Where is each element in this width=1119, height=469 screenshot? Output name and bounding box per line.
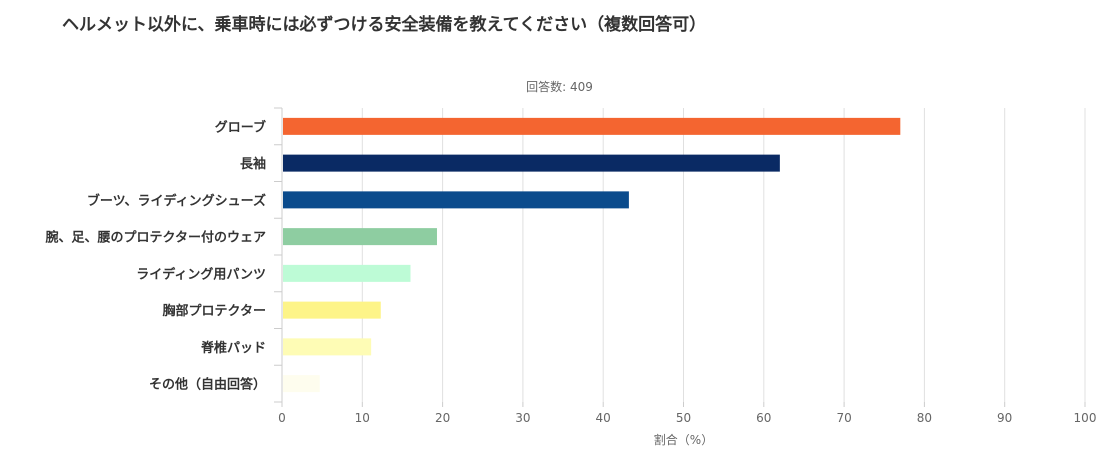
bar[interactable]: [283, 191, 629, 209]
bar[interactable]: [283, 264, 411, 282]
x-tick-label: 30: [515, 411, 530, 425]
x-tick-label: 50: [676, 411, 691, 425]
bars: [283, 117, 901, 393]
category-label: 長袖: [240, 156, 266, 172]
x-axis-title: 割合（%）: [654, 432, 713, 447]
x-tick-label: 0: [278, 411, 286, 425]
x-tick-label: 10: [355, 411, 370, 425]
x-tick-label: 20: [435, 411, 450, 425]
category-label: 胸部プロテクター: [163, 303, 266, 319]
x-tick-label: 70: [836, 411, 851, 425]
category-label: ライディング用パンツ: [136, 266, 266, 282]
x-tick-label: 90: [997, 411, 1012, 425]
x-tick-label: 100: [1074, 411, 1097, 425]
category-label: 脊椎パッド: [200, 340, 266, 356]
category-label: 腕、足、腰のプロテクター付のウェア: [46, 230, 266, 246]
x-tick-label: 80: [917, 411, 932, 425]
bar[interactable]: [283, 301, 381, 319]
chart-subtitle: 回答数: 409: [526, 80, 593, 94]
bar[interactable]: [283, 228, 437, 246]
category-label: グローブ: [215, 119, 266, 135]
y-axis: グローブ長袖ブーツ、ライディングシューズ腕、足、腰のプロテクター付のウェアライデ…: [46, 107, 283, 403]
bar[interactable]: [283, 375, 320, 393]
x-tick-label: 40: [596, 411, 611, 425]
x-tick-label: 60: [756, 411, 771, 425]
chart-title: ヘルメット以外に、乗車時には必ずつける安全装備を教えてください（複数回答可）: [62, 15, 707, 35]
bar[interactable]: [283, 154, 780, 172]
category-label: その他（自由回答）: [149, 377, 266, 393]
bar[interactable]: [283, 117, 901, 135]
x-axis: 0 10 20 30 40 50 60 70 80 90 100: [278, 402, 1096, 425]
category-label: ブーツ、ライディングシューズ: [87, 193, 266, 209]
gridlines: [361, 108, 1086, 402]
bar[interactable]: [283, 338, 372, 356]
